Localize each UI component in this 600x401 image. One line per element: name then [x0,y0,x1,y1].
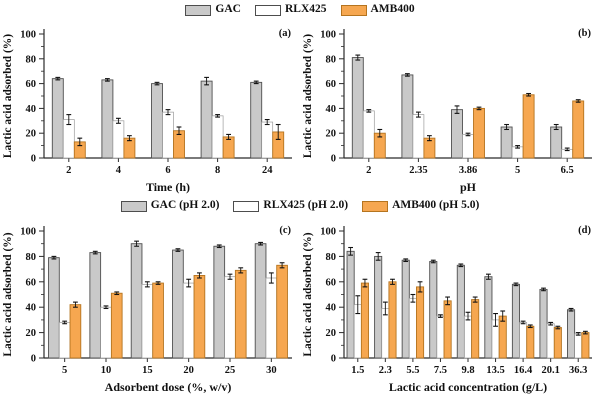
legend-label-rlx425: RLX425 [284,3,327,16]
svg-text:13.5: 13.5 [486,365,504,376]
svg-text:5: 5 [515,165,520,176]
svg-text:0: 0 [31,354,36,365]
svg-text:0: 0 [331,354,336,365]
legend-item-rlx425: RLX425 [254,3,327,16]
legend-label-gac: GAC [215,3,241,16]
svg-text:7.5: 7.5 [434,365,447,376]
svg-text:2: 2 [66,165,71,176]
legend-item-gac: GAC [185,4,241,16]
svg-text:100: 100 [320,227,336,238]
svg-text:9.8: 9.8 [461,365,474,376]
svg-text:100: 100 [20,227,36,238]
svg-text:10: 10 [101,365,112,376]
svg-text:0: 0 [31,154,36,165]
svg-text:pH: pH [460,180,477,194]
svg-text:20: 20 [326,328,337,339]
legend-label-amb400: AMB400 [370,3,415,16]
legend-swatch-gac [185,4,212,16]
legend-middle: GAC (pH 2.0) RLX425 (pH 2.0) AMB400 (pH … [0,198,600,214]
svg-text:20: 20 [26,328,37,339]
svg-text:1.5: 1.5 [351,365,364,376]
svg-text:40: 40 [26,104,37,115]
svg-text:80: 80 [26,54,37,65]
svg-text:16.4: 16.4 [514,365,533,376]
svg-text:20.1: 20.1 [541,365,559,376]
chart-svg-d: 0 20 40 60 80 100 1.5 2.3 5.5 7.5 9.8 13.5 16.4 20.1 3… [302,225,592,394]
svg-text:100: 100 [20,30,36,41]
svg-text:(c): (c) [279,225,291,236]
chart-panel-a: 0 20 40 60 80 100 2 4 6 8 24 Time (h) Lactic acid ad… [0,20,300,198]
svg-text:24: 24 [262,165,273,176]
chart-panel-b: 0 20 40 60 80 100 2 2.35 3.86 5 6.5 pH Lactic acid a… [300,20,600,198]
svg-text:60: 60 [326,79,337,90]
svg-text:3.86: 3.86 [459,165,477,176]
svg-text:40: 40 [326,104,337,115]
legend-label-gac-ph2: GAC (pH 2.0) [150,199,220,212]
svg-text:20: 20 [26,129,37,140]
svg-text:Lactic acid concentration (g/L: Lactic acid concentration (g/L) [389,380,547,394]
svg-text:40: 40 [326,303,337,314]
legend-item-amb400-ph5: AMB400 (pH 5.0) [362,200,479,212]
svg-text:5.5: 5.5 [406,365,419,376]
legend-item-amb400: AMB400 [340,3,415,16]
svg-text:80: 80 [26,252,37,263]
legend-label-amb400-ph5: AMB400 (pH 5.0) [392,199,480,212]
svg-text:Adsorbent dose (%, w/v): Adsorbent dose (%, w/v) [105,380,232,394]
svg-text:2.35: 2.35 [409,165,427,176]
svg-text:80: 80 [326,54,337,65]
legend-swatch-gac-ph2 [120,200,147,212]
svg-text:4: 4 [116,165,122,176]
legend-swatch-rlx425-ph2 [233,200,260,212]
svg-text:20: 20 [326,129,337,140]
legend-swatch-amb400 [340,4,367,16]
svg-text:2: 2 [366,165,371,176]
svg-text:(b): (b) [578,28,591,39]
legend-swatch-rlx425 [254,4,281,16]
svg-text:(a): (a) [279,28,292,39]
chart-svg-c: 0 20 40 60 80 100 5 10 15 20 25 30 Adsorbent dose (%… [2,225,292,394]
svg-text:Lactic acid adsorbed (%): Lactic acid adsorbed (%) [302,34,314,158]
svg-text:Lactic acid adsorbed (%): Lactic acid adsorbed (%) [302,232,314,356]
svg-text:25: 25 [225,365,236,376]
svg-text:60: 60 [26,277,37,288]
chart-svg-b: 0 20 40 60 80 100 2 2.35 3.86 5 6.5 pH Lactic acid a… [302,28,592,194]
svg-text:6.5: 6.5 [561,165,574,176]
svg-text:60: 60 [26,79,37,90]
legend-top: GAC RLX425 AMB400 [0,2,600,18]
svg-text:20: 20 [183,365,194,376]
svg-text:8: 8 [215,165,220,176]
legend-swatch-amb400-ph5 [362,200,389,212]
svg-text:6: 6 [165,165,170,176]
svg-text:Lactic acid adsorbed (%): Lactic acid adsorbed (%) [2,232,14,356]
legend-label-rlx425-ph2: RLX425 (pH 2.0) [263,199,349,212]
svg-text:36.3: 36.3 [569,365,587,376]
svg-text:100: 100 [320,30,336,41]
svg-text:30: 30 [266,365,277,376]
svg-text:60: 60 [326,277,337,288]
svg-text:Lactic acid adsorbed (%): Lactic acid adsorbed (%) [2,34,14,158]
svg-text:2.3: 2.3 [379,365,392,376]
svg-text:40: 40 [26,303,37,314]
legend-item-rlx425-ph2: RLX425 (pH 2.0) [233,200,348,212]
svg-text:5: 5 [62,365,67,376]
chart-panel-c: 0 20 40 60 80 100 5 10 15 20 25 30 Adsorbent dose (%… [0,217,300,398]
legend-item-gac-ph2: GAC (pH 2.0) [120,199,220,212]
svg-text:0: 0 [331,154,336,165]
svg-text:(d): (d) [578,225,591,236]
svg-text:15: 15 [142,365,153,376]
svg-text:80: 80 [326,252,337,263]
svg-text:Time (h): Time (h) [146,180,190,194]
chart-panel-d: 0 20 40 60 80 100 1.5 2.3 5.5 7.5 9.8 13.5 16.4 20.1 3… [300,217,600,398]
